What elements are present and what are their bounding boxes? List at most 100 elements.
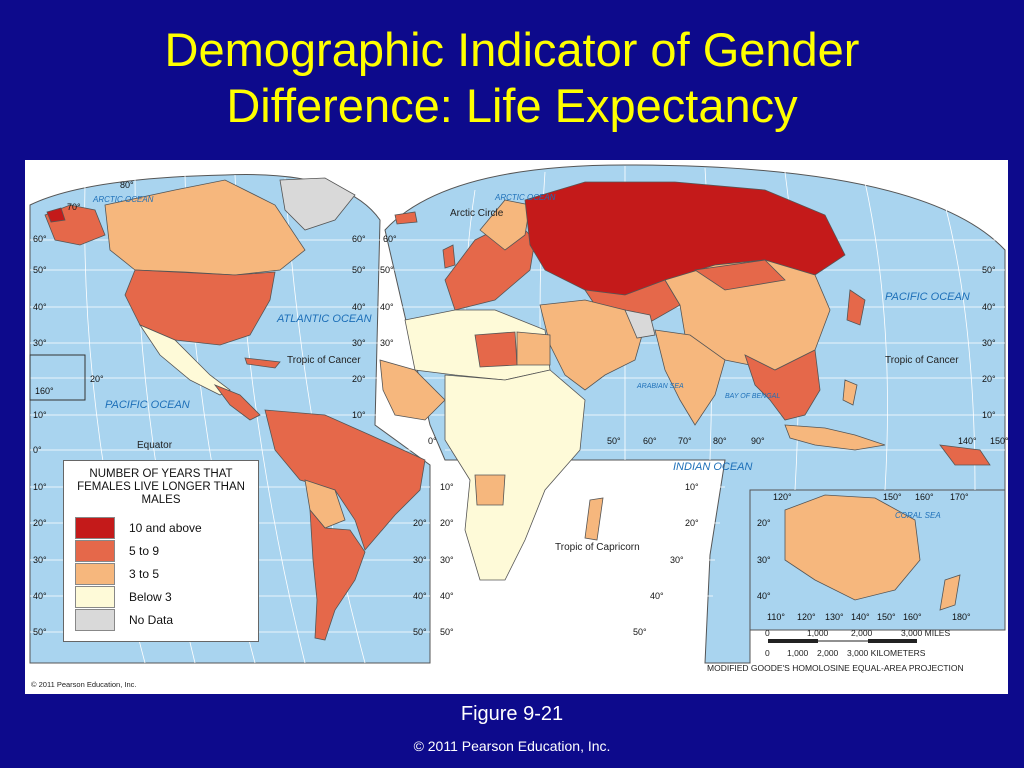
slide-title: Demographic Indicator of Gender Differen… [0, 22, 1024, 134]
southeast-asia [744, 349, 821, 421]
arctic-ocean-east-label: ARCTIC OCEAN [494, 193, 556, 202]
svg-text:40°: 40° [380, 302, 394, 312]
south-america-north [264, 409, 426, 551]
legend-item: 5 to 9 [75, 540, 255, 562]
scale-km-1: 1,000 [787, 648, 809, 658]
svg-text:20°: 20° [413, 518, 427, 528]
arctic-circle-label: Arctic Circle [450, 208, 504, 219]
pacific-ocean-west-label: PACIFIC OCEAN [105, 399, 190, 411]
svg-text:40°: 40° [650, 591, 664, 601]
equator-label: Equator [137, 440, 173, 451]
svg-text:160°: 160° [35, 386, 54, 396]
svg-text:30°: 30° [757, 555, 771, 565]
west-africa-coast [379, 359, 446, 421]
degree-labels: 80° 70° 60° 50° 40° 30° 20° 10° 0° 10° 20° 30° 40… [33, 180, 1008, 637]
australia [784, 494, 921, 601]
svg-text:50°: 50° [607, 436, 621, 446]
svg-text:20°: 20° [440, 518, 454, 528]
arctic-ocean-west-label: ARCTIC OCEAN [92, 195, 154, 204]
legend-label: No Data [129, 613, 174, 627]
svg-text:30°: 30° [413, 555, 427, 565]
figure-label: Figure 9-21 [460, 703, 564, 725]
world-map: ARCTIC OCEAN ARCTIC OCEAN ATLANTIC OCEAN… [25, 160, 1008, 694]
svg-text:120°: 120° [773, 492, 792, 502]
svg-text:90°: 90° [751, 436, 765, 446]
alaska-tip [46, 207, 66, 223]
svg-text:140°: 140° [958, 436, 977, 446]
central-africa [444, 369, 586, 581]
svg-text:50°: 50° [352, 265, 366, 275]
indonesia [784, 424, 886, 451]
svg-text:180°: 180° [952, 612, 971, 622]
indian-ocean-label: INDIAN OCEAN [673, 461, 753, 473]
greenland [279, 177, 356, 231]
svg-text:60°: 60° [33, 234, 47, 244]
svg-text:120°: 120° [797, 612, 816, 622]
svg-text:10°: 10° [352, 410, 366, 420]
svg-text:10°: 10° [33, 482, 47, 492]
scale-mi-0: 0 [765, 628, 770, 638]
svg-text:50°: 50° [33, 265, 47, 275]
svg-text:10°: 10° [982, 410, 996, 420]
central-america [213, 384, 261, 421]
angola [474, 474, 506, 506]
svg-text:150°: 150° [883, 492, 902, 502]
line-label-group: Arctic Circle Tropic of Cancer Tropic of… [137, 208, 959, 553]
mongolia [693, 259, 786, 291]
legend-item: 10 and above [75, 517, 255, 539]
svg-text:40°: 40° [440, 591, 454, 601]
legend-swatch-3-to-5 [75, 563, 115, 585]
svg-text:50°: 50° [380, 265, 394, 275]
tropic-cancer-east-label: Tropic of Cancer [885, 355, 959, 366]
svg-text:20°: 20° [90, 374, 104, 384]
svg-text:40°: 40° [33, 302, 47, 312]
tropic-capricorn-label: Tropic of Capricorn [555, 542, 640, 553]
canada [104, 179, 306, 276]
atlantic-ocean-label: ATLANTIC OCEAN [276, 313, 372, 325]
south-america-south [309, 508, 366, 641]
svg-text:130°: 130° [825, 612, 844, 622]
svg-text:50°: 50° [413, 627, 427, 637]
land [44, 177, 991, 641]
svg-text:10°: 10° [685, 482, 699, 492]
projection-label: MODIFIED GOODE'S HOMOLOSINE EQUAL-AREA P… [707, 663, 964, 673]
scale-mi-2: 2,000 [851, 628, 873, 638]
svg-text:70°: 70° [678, 436, 692, 446]
tropic-cancer-west-label: Tropic of Cancer [287, 355, 361, 366]
afghanistan [624, 309, 656, 339]
svg-text:70°: 70° [67, 202, 81, 212]
map-legend: NUMBER OF YEARS THAT FEMALES LIVE LONGER… [63, 460, 259, 642]
egypt [516, 331, 551, 366]
svg-text:40°: 40° [982, 302, 996, 312]
usa [124, 269, 276, 346]
svg-text:20°: 20° [352, 374, 366, 384]
title-line-1: Demographic Indicator of Gender [164, 23, 860, 76]
svg-text:20°: 20° [982, 374, 996, 384]
legend-swatch-below-3 [75, 586, 115, 608]
legend-label: 3 to 5 [129, 567, 160, 581]
papua [939, 444, 991, 466]
svg-text:140°: 140° [851, 612, 870, 622]
cuba [244, 357, 281, 369]
scale-mi-3: 3,000 MILES [901, 628, 950, 638]
svg-text:10°: 10° [33, 410, 47, 420]
svg-text:30°: 30° [440, 555, 454, 565]
svg-text:150°: 150° [877, 612, 896, 622]
svg-text:30°: 30° [380, 338, 394, 348]
svg-text:60°: 60° [643, 436, 657, 446]
svg-text:20°: 20° [757, 518, 771, 528]
svg-text:10°: 10° [440, 482, 454, 492]
arabian-sea-label: ARABIAN SEA [636, 383, 684, 390]
legend-item: No Data [75, 609, 255, 631]
svg-text:60°: 60° [352, 234, 366, 244]
svg-text:0°: 0° [428, 436, 437, 446]
svg-text:80°: 80° [120, 180, 134, 190]
bay-of-bengal-label: BAY OF BENGAL [725, 393, 780, 400]
madagascar [584, 497, 604, 541]
legend-label: 10 and above [129, 521, 202, 535]
svg-text:20°: 20° [685, 518, 699, 528]
legend-swatch-no-data [75, 609, 115, 631]
svg-text:40°: 40° [413, 591, 427, 601]
legend-swatch-5-to-9 [75, 540, 115, 562]
uk [442, 244, 456, 269]
